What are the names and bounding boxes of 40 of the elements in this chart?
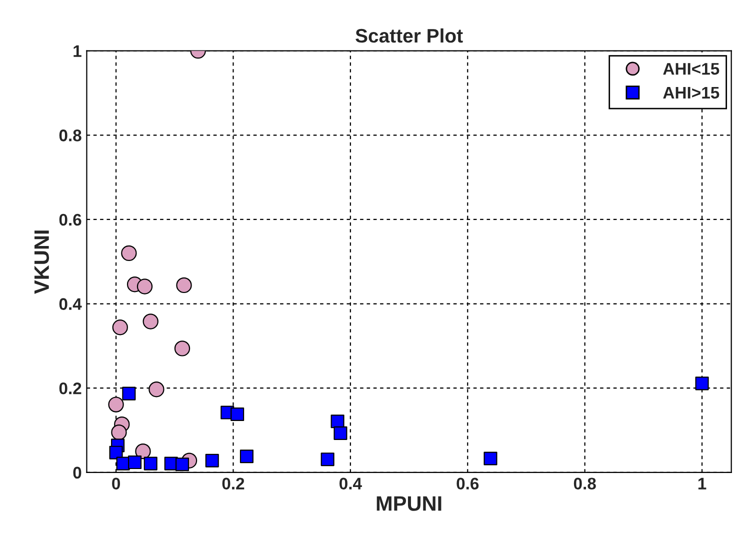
y-tick-label: 0.8: [59, 130, 82, 142]
x-tick-label: 0: [112, 478, 120, 490]
point: [135, 443, 151, 460]
point: [128, 456, 142, 470]
x-tick-label: 0.4: [340, 478, 362, 490]
point: [240, 450, 254, 464]
point: [136, 278, 153, 294]
x-tick-label: 1: [698, 478, 706, 490]
legend-label: AHI>15: [663, 86, 720, 99]
point: [484, 452, 498, 466]
point: [121, 245, 137, 262]
x-tick-label: 0.2: [222, 478, 244, 490]
y-axis-title: VKUNI: [34, 230, 50, 294]
y-tick-label: 1: [74, 45, 82, 57]
point: [144, 456, 158, 470]
legend-label: AHI<15: [663, 63, 720, 75]
point: [175, 458, 190, 472]
point: [109, 446, 123, 460]
point: [176, 277, 192, 294]
point: [695, 376, 709, 390]
point: [148, 382, 164, 398]
x-axis-title: MPUNI: [376, 496, 442, 511]
point: [122, 386, 136, 400]
point: [142, 314, 158, 330]
x-tick-label: 0.8: [574, 478, 596, 490]
point: [230, 407, 244, 421]
point: [174, 340, 190, 356]
y-tick-label: 0.2: [59, 382, 82, 394]
y-tick-label: 0: [73, 466, 82, 479]
x-tick-label: 0.6: [456, 478, 479, 490]
point: [334, 426, 348, 440]
point: [108, 396, 124, 412]
point: [320, 452, 334, 466]
y-tick-label: 0.4: [59, 298, 82, 310]
y-tick-label: 0.6: [59, 214, 82, 226]
point: [111, 424, 127, 440]
point: [112, 320, 128, 336]
point: [330, 414, 344, 428]
chart-title: Scatter Plot: [356, 28, 463, 43]
point: [205, 454, 219, 468]
